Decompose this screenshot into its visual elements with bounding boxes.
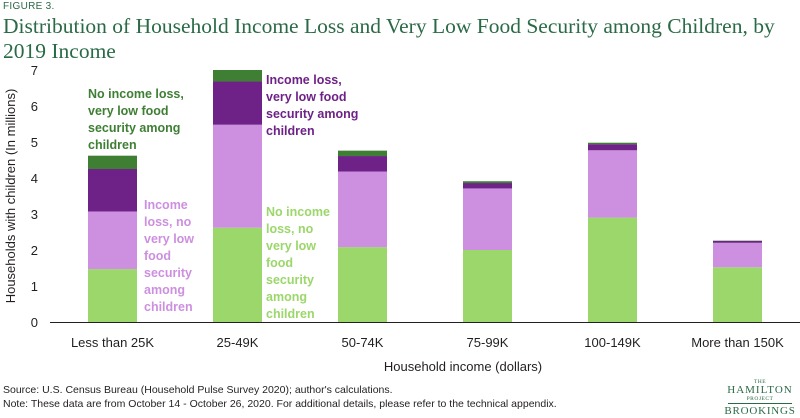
annotation-label: Income loss, very low food security among c… [266,73,358,138]
bar-segment-series-3 [338,151,387,156]
x-tick-label: More than 150K [691,335,784,350]
bar-segment-series-2 [588,144,637,150]
annotation-line: food [144,249,171,263]
bar-segment-series-2 [213,82,262,125]
annotation-line: very low [266,239,316,253]
annotation-line: very low [144,232,194,246]
annotation-line: among [266,290,307,304]
annotation-line: No income [266,205,330,219]
annotation-line: security [266,273,314,287]
bar-segment-series-3 [88,156,137,169]
annotation-label: Income loss, no very low food security among c… [144,198,194,314]
bar-segment-series-0 [88,269,137,322]
data-note: Note: These data are from October 14 - O… [3,398,557,410]
annotation-label: No income loss, no very low food security amo… [266,205,330,321]
bar-segment-series-0 [213,228,262,322]
annotation-line: children [266,307,315,321]
annotation-line: children [144,300,193,314]
bar-segment-series-0 [588,218,637,322]
annotation-line: very low food [88,104,169,118]
y-tick-label: 3 [31,207,38,222]
source-note: Source: U.S. Census Bureau (Household Pu… [3,384,393,396]
annotation-line: children [266,124,315,138]
x-tick-label: Less than 25K [71,335,154,350]
annotation-line: security [144,266,192,280]
annotation-line: No income loss, [88,87,184,101]
annotation-line: loss, no [144,215,192,229]
x-tick-label: 100-149K [584,335,641,350]
x-axis-label: Household income (dollars) [384,359,542,374]
bar-segment-series-0 [338,247,387,322]
logo-project: PROJECT [728,396,792,404]
y-tick-label: 7 [31,63,38,78]
y-tick-label: 2 [31,243,38,258]
bar-segment-series-1 [88,211,137,269]
bar-segment-series-3 [213,70,262,82]
bar-segment-series-1 [338,172,387,248]
y-axis-label: Households with children (In millions) [3,89,18,304]
y-tick-label: 4 [31,171,38,186]
bar-segment-series-1 [213,125,262,228]
x-tick-label: 75-99K [467,335,509,350]
annotation-line: Income loss, [266,73,342,87]
bar-segment-series-2 [338,156,387,171]
y-tick-label: 6 [31,99,38,114]
bar-segment-series-3 [463,181,512,183]
y-tick-label: 0 [31,315,38,330]
annotation-line: security among [266,107,358,121]
logo-brookings: BROOKINGS [722,405,798,418]
y-tick-label: 5 [31,135,38,150]
annotation-line: very low food [266,90,347,104]
bar-segment-series-2 [713,241,762,243]
bar-segment-series-0 [463,250,512,322]
annotation-line: food [266,256,293,270]
logo-hamilton: HAMILTON [722,385,798,396]
hamilton-brookings-logo: THE HAMILTON PROJECT BROOKINGS [722,379,798,418]
bar-segment-series-0 [713,267,762,322]
annotation-line: among [144,283,185,297]
bar-segment-series-2 [88,169,137,211]
y-tick-label: 1 [31,279,38,294]
x-tick-label: 25-49K [217,335,259,350]
annotation-line: loss, no [266,222,314,236]
bar-segment-series-1 [463,188,512,250]
x-tick-label: 50-74K [342,335,384,350]
annotation-line: children [88,138,137,152]
annotation-label: No income loss, very low food security amo… [88,87,184,152]
bar-segment-series-1 [713,243,762,267]
annotation-line: security among [88,121,180,135]
bar-segment-series-3 [588,143,637,144]
annotation-line: Income [144,198,188,212]
bar-segment-series-1 [588,150,637,217]
bar-segment-series-2 [463,183,512,188]
